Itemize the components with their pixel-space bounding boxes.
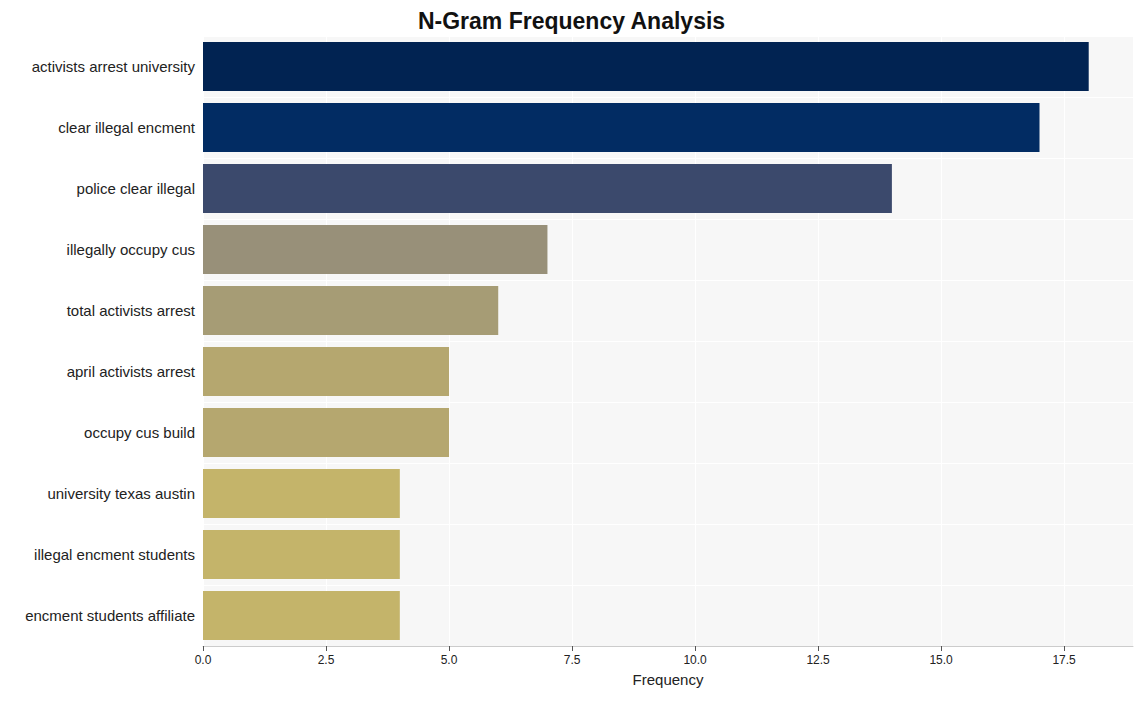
svg-text:5.0: 5.0	[441, 653, 458, 667]
svg-text:occupy cus build: occupy cus build	[84, 424, 195, 441]
svg-text:total activists arrest: total activists arrest	[67, 302, 196, 319]
svg-text:0.0: 0.0	[195, 653, 212, 667]
svg-text:10.0: 10.0	[683, 653, 707, 667]
svg-text:N-Gram Frequency Analysis: N-Gram Frequency Analysis	[418, 8, 725, 34]
svg-text:2.5: 2.5	[318, 653, 335, 667]
svg-text:Frequency: Frequency	[633, 671, 704, 688]
svg-text:police clear illegal: police clear illegal	[77, 180, 195, 197]
svg-text:17.5: 17.5	[1052, 653, 1076, 667]
svg-text:12.5: 12.5	[806, 653, 830, 667]
svg-text:april activists arrest: april activists arrest	[67, 363, 196, 380]
svg-text:encment students affiliate: encment students affiliate	[25, 607, 195, 624]
svg-text:illegally occupy cus: illegally occupy cus	[67, 241, 195, 258]
svg-text:clear illegal encment: clear illegal encment	[58, 119, 196, 136]
svg-text:activists arrest university: activists arrest university	[32, 58, 196, 75]
svg-text:illegal encment students: illegal encment students	[34, 546, 195, 563]
svg-text:7.5: 7.5	[564, 653, 581, 667]
svg-text:15.0: 15.0	[929, 653, 953, 667]
svg-text:university texas austin: university texas austin	[47, 485, 195, 502]
